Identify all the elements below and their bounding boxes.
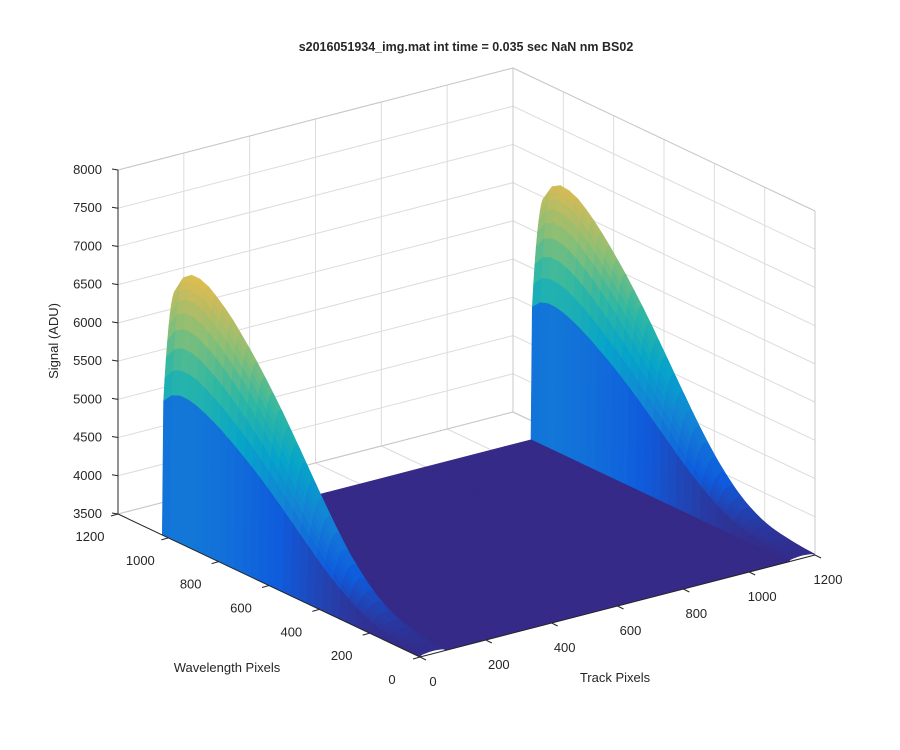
z-tick-label: 6000	[73, 315, 102, 330]
grid-line	[117, 182, 514, 286]
z-tick	[111, 206, 119, 209]
z-tick	[111, 359, 119, 362]
z-tick-label: 5000	[73, 391, 102, 406]
y-tick-label: 1000	[126, 553, 155, 568]
z-tick	[111, 397, 119, 400]
surface-patch	[667, 442, 678, 509]
z-tick-label: 4500	[73, 430, 102, 445]
surface-patch	[539, 278, 551, 305]
surface-patch	[179, 370, 190, 401]
z-tick	[111, 283, 119, 286]
surface-patch	[178, 395, 189, 547]
surface-patch	[218, 428, 229, 566]
x-tick	[814, 554, 822, 559]
x-tick	[748, 571, 756, 576]
surface-patch	[234, 446, 245, 574]
axes-box-edge	[117, 67, 514, 171]
z-tick	[111, 321, 119, 324]
surface-patch	[258, 477, 269, 585]
surface-patch	[651, 419, 662, 502]
z-tick-label: 4000	[73, 468, 102, 483]
surface-patch	[627, 386, 638, 490]
axes-box-edge	[512, 67, 816, 212]
surface-patch	[242, 456, 253, 578]
z-tick	[111, 512, 119, 515]
z-tick	[111, 436, 119, 439]
surface-patch	[180, 348, 191, 376]
z-tick-label: 5500	[73, 353, 102, 368]
grid-line	[512, 143, 816, 288]
z-axis-label: Signal (ADU)	[46, 303, 61, 379]
grid-line	[117, 143, 514, 247]
z-tick-label: 7000	[73, 238, 102, 253]
surface-patch	[643, 408, 654, 498]
z-tick	[111, 244, 119, 247]
surface-patch	[290, 522, 301, 601]
z-tick-label: 6500	[73, 277, 102, 292]
y-tick-label: 400	[280, 624, 302, 639]
surface-patch	[549, 257, 560, 285]
y-tick-label: 200	[331, 648, 353, 663]
z-tick-label: 3500	[73, 506, 102, 521]
axes-lines-and-ticks: 0 200 400 600 800 1000 1200 0 200 400 600 800 1000 12…	[73, 162, 842, 689]
z-tick-label: 8000	[73, 162, 102, 177]
x-tick-label: 0	[429, 674, 436, 689]
surface-patch	[562, 313, 573, 460]
z-tick-label: 7500	[73, 200, 102, 215]
surface-patch	[298, 534, 309, 605]
y-tick-label: 800	[180, 577, 202, 592]
y-tick	[161, 537, 169, 541]
y-tick	[211, 561, 219, 565]
surface-patch	[210, 419, 221, 563]
x-tick-label: 400	[554, 640, 576, 655]
surface-patch	[274, 499, 285, 593]
y-tick	[312, 608, 320, 612]
y-tick	[362, 632, 370, 636]
surface-patch	[202, 411, 213, 559]
z-tick	[111, 168, 119, 171]
surface-patch	[659, 431, 670, 506]
surface-patch	[619, 376, 630, 486]
y-axis-label: Wavelength Pixels	[174, 660, 281, 675]
x-tick	[617, 605, 624, 610]
surface-patch	[586, 337, 598, 471]
x-tick-label: 200	[488, 657, 510, 672]
x-tick-label: 1000	[748, 589, 777, 604]
surface	[161, 185, 816, 658]
x-tick	[551, 622, 558, 627]
grid-line	[512, 105, 816, 250]
y-tick-label: 0	[388, 672, 395, 687]
x-tick	[683, 588, 690, 593]
grid-line	[117, 105, 514, 209]
surface-patch	[306, 545, 317, 608]
surface-patch	[570, 320, 581, 464]
x-tick-label: 1200	[814, 572, 843, 587]
z-tick	[111, 474, 119, 477]
surface-patch	[635, 397, 646, 494]
x-tick	[419, 656, 427, 661]
surface-patch	[194, 404, 205, 555]
y-tick	[412, 656, 421, 660]
surface-patch	[226, 437, 237, 570]
y-tick-label: 600	[230, 601, 252, 616]
surface-patch	[554, 307, 565, 456]
x-tick	[485, 639, 493, 644]
surface-patch	[603, 355, 614, 479]
surface-patch	[541, 257, 552, 280]
chart-title: s2016051934_img.mat int time = 0.035 sec…	[299, 40, 634, 54]
x-tick-label: 600	[620, 623, 642, 638]
x-tick-label: 800	[685, 606, 707, 621]
surface-patch	[538, 302, 549, 448]
surface-patch	[169, 395, 181, 544]
x-axis-label: Track Pixels	[580, 670, 651, 685]
y-tick	[110, 513, 119, 517]
y-tick-label: 1200	[76, 529, 105, 544]
y-tick	[261, 585, 270, 588]
